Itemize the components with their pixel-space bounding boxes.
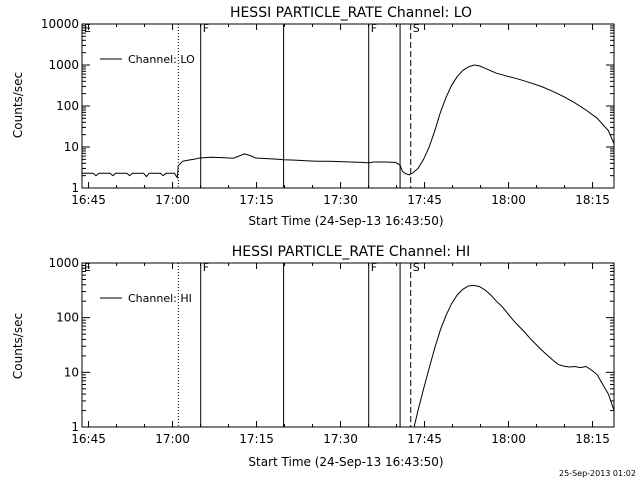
x-tick-label: 17:45 [407,193,442,207]
series-line [82,64,614,179]
x-tick-label: 16:45 [71,432,106,446]
x-tick-label: 17:45 [407,432,442,446]
y-tick-label: 1 [71,420,79,434]
legend-label: Channel: LO [128,53,195,66]
x-tick-label: 16:45 [71,193,106,207]
x-tick-label: 17:15 [239,193,274,207]
event-marker-label: F [203,22,209,35]
y-tick-label: 1 [71,181,79,195]
y-tick-label: 1000 [48,256,79,270]
panel-hi-ylabel: Counts/sec [11,313,25,379]
x-tick-label: 18:15 [575,193,610,207]
event-marker-label: E [632,22,639,35]
series-group [413,284,614,427]
panel-lo-xlabel: Start Time (24-Sep-13 16:43:50) [248,214,443,228]
plot-frame [81,262,615,428]
x-tick-label: 17:15 [239,432,274,446]
panel-lo-title: HESSI PARTICLE_RATE Channel: LO [230,5,472,21]
event-marker-label: S [413,22,420,35]
panel-lo-ylabel: Counts/sec [11,72,25,138]
legend-label: Channel: HI [128,292,192,305]
y-tick-label: 100 [56,311,79,325]
panel-hi-xlabel: Start Time (24-Sep-13 16:43:50) [248,455,443,469]
plot-frame [81,23,615,189]
event-marker-label: F [203,261,209,274]
event-marker-label: E [84,261,91,274]
y-tick-label: 10 [64,140,79,154]
y-tick-label: 100 [56,99,79,113]
series-group [82,64,640,188]
panel-hi: HESSI PARTICLE_RATE Channel: HI Start Ti… [11,244,639,469]
event-marker-label: F [371,261,377,274]
series-line [634,173,640,188]
event-marker-label: S [413,261,420,274]
x-tick-label: 17:30 [323,432,358,446]
series-line [413,284,614,427]
y-tick-label: 10 [64,365,79,379]
x-tick-label: 17:00 [155,432,190,446]
footer-timestamp: 25-Sep-2013 01:02 [559,469,636,478]
event-marker-label: E [84,22,91,35]
y-tick-label: 10000 [41,17,79,31]
y-tick-label: 1000 [48,58,79,72]
event-marker-label: E [632,261,639,274]
x-tick-label: 18:15 [575,432,610,446]
x-tick-label: 17:00 [155,193,190,207]
event-marker-label: F [371,22,377,35]
panel-lo: HESSI PARTICLE_RATE Channel: LO Start Ti… [11,5,640,228]
x-tick-label: 18:00 [491,432,526,446]
panel-hi-title: HESSI PARTICLE_RATE Channel: HI [232,244,470,260]
x-tick-label: 17:30 [323,193,358,207]
x-tick-label: 18:00 [491,193,526,207]
